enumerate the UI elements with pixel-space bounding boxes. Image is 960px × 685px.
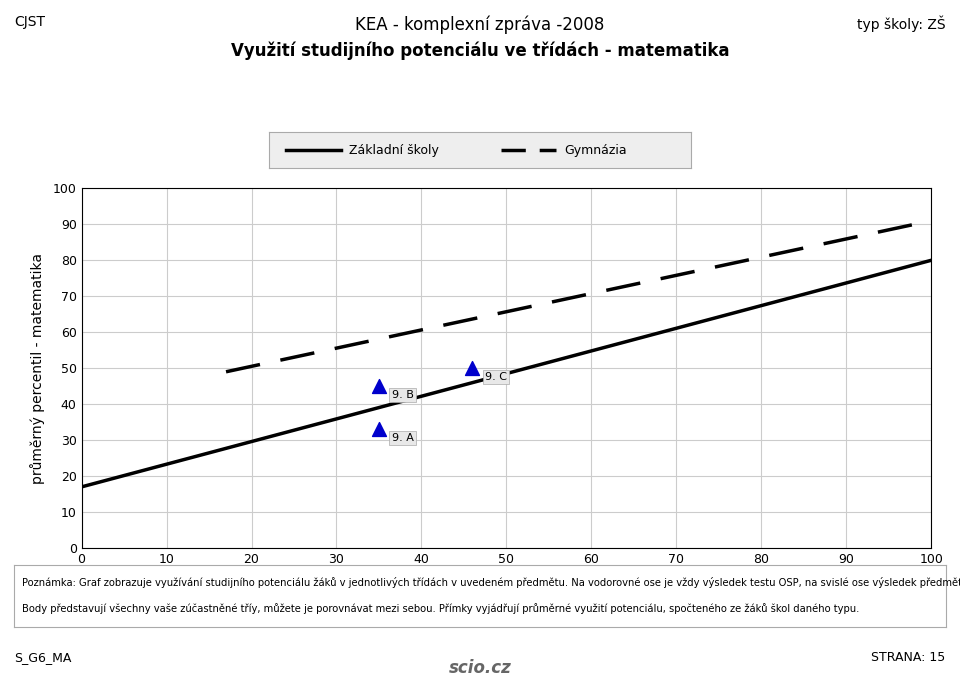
Y-axis label: průměrný percentil - matematika: průměrný percentil - matematika (30, 253, 44, 484)
Text: Základní školy: Základní školy (349, 144, 439, 156)
Point (372, 381, 387, 392)
Text: CJST: CJST (14, 15, 45, 29)
Text: Poznámka: Graf zobrazuje využívání studijního potenciálu žáků v jednotlivých tří: Poznámka: Graf zobrazuje využívání studi… (22, 577, 960, 588)
X-axis label: průměrný percentil - OSP: průměrný percentil - OSP (419, 574, 594, 589)
Text: Gymnázia: Gymnázia (564, 144, 627, 156)
Text: 9. A: 9. A (392, 433, 414, 443)
Text: STRANA: 15: STRANA: 15 (872, 651, 946, 664)
Point (465, 363, 480, 374)
Text: 9. B: 9. B (392, 390, 414, 400)
Text: 9. C: 9. C (485, 372, 507, 382)
Text: Využití studijního potenciálu ve třídách - matematika: Využití studijního potenciálu ve třídách… (230, 41, 730, 60)
Text: Body představují všechny vaše zúčastněné tříy, můžete je porovnávat mezi sebou. : Body představují všechny vaše zúčastněné… (22, 603, 859, 614)
Text: typ školy: ZŠ: typ školy: ZŠ (857, 15, 946, 32)
Point (372, 424, 387, 435)
Text: scio.cz: scio.cz (448, 659, 512, 677)
Text: KEA - komplexní zpráva -2008: KEA - komplexní zpráva -2008 (355, 15, 605, 34)
Text: S_G6_MA: S_G6_MA (14, 651, 72, 664)
